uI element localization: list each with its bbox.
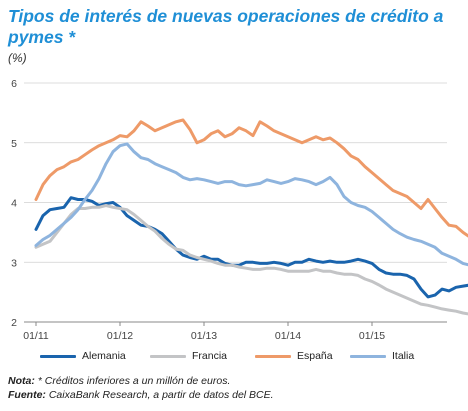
legend-item-alemania: Alemania (40, 350, 126, 362)
x-tick-label-01-11: 01/11 (23, 330, 49, 342)
y-unit-label: (%) (8, 51, 27, 65)
fuente-text: CaixaBank Research, a partir de datos de… (48, 389, 274, 401)
nota-label: Nota: (8, 375, 35, 387)
legend-label-francia: Francia (192, 350, 228, 362)
legend-item-espana: España (255, 350, 333, 362)
axis-layer: 2 3 4 5 6 01/11 01/12 01/13 01/14 01/15 (11, 78, 447, 342)
chart-notes: Nota: * Créditos inferiores a un millón … (8, 374, 463, 402)
series-layer (34, 118, 468, 316)
chart-legend: Alemania Francia España Italia (0, 350, 468, 366)
x-tick-label-01-13: 01/13 (191, 330, 217, 342)
legend-item-francia: Francia (150, 350, 227, 362)
y-tick-label-2: 2 (11, 317, 17, 329)
x-tick-label-01-15: 01/15 (359, 330, 385, 342)
series-line-alemania (34, 196, 468, 299)
fuente-line: Fuente: CaixaBank Research, a partir de … (8, 388, 463, 402)
chart-title: Tipos de interés de nuevas operaciones d… (8, 6, 444, 47)
series-line-francia (34, 204, 468, 316)
legend-label-italia: Italia (392, 350, 415, 362)
series-line-espana (34, 118, 468, 238)
y-tick-label-3: 3 (11, 257, 17, 269)
fuente-label: Fuente: (8, 389, 46, 401)
legend-item-italia: Italia (350, 350, 414, 362)
nota-line: Nota: * Créditos inferiores a un millón … (8, 374, 463, 388)
nota-text: * Créditos inferiores a un millón de eur… (37, 375, 231, 387)
line-chart: 2 3 4 5 6 01/11 01/12 01/13 01/14 01/15 (11, 78, 468, 342)
legend-swatch-alemania (40, 354, 76, 358)
y-tick-label-5: 5 (11, 138, 17, 150)
y-tick-label-6: 6 (11, 78, 17, 90)
grid-layer (24, 82, 447, 263)
legend-swatch-espana (255, 354, 291, 358)
x-tick-label-01-14: 01/14 (275, 330, 301, 342)
x-tick-label-01-12: 01/12 (107, 330, 133, 342)
legend-swatch-francia (150, 354, 186, 358)
y-tick-label-4: 4 (11, 198, 17, 210)
legend-swatch-italia (350, 354, 386, 358)
legend-label-espana: España (297, 350, 333, 362)
series-line-italia (34, 142, 468, 267)
legend-label-alemania: Alemania (82, 350, 126, 362)
